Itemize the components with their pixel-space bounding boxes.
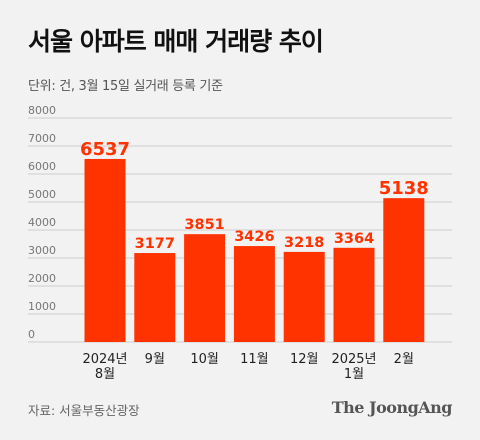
y-axis-tick-labels: 0 1000 2000 3000 4000 5000 6000 7000 8000	[28, 104, 56, 341]
value-label: 3426	[234, 229, 274, 245]
bar	[134, 253, 176, 342]
y-tick-label: 0	[28, 328, 35, 341]
bar	[383, 198, 425, 342]
value-label: 3364	[334, 231, 374, 247]
bars	[84, 158, 425, 342]
x-tick-label: 2월	[394, 352, 414, 367]
value-label: 6537	[80, 139, 130, 160]
x-tick-label: 9월	[145, 352, 165, 367]
x-tick-label: 2025년	[331, 352, 376, 367]
chart-subtitle: 단위: 건, 3월 15일 실거래 등록 기준	[28, 79, 223, 94]
value-label: 3177	[135, 236, 175, 252]
bar	[333, 247, 375, 342]
chart-title: 서울 아파트 매매 거래량 추이	[28, 27, 324, 56]
y-tick-label: 6000	[28, 160, 56, 173]
y-tick-label: 7000	[28, 132, 56, 145]
x-tick-label: 1월	[344, 367, 364, 382]
value-label: 3851	[184, 217, 224, 233]
x-tick-label: 12월	[290, 352, 319, 367]
x-tick-label: 11월	[240, 352, 269, 367]
x-tick-label: 10월	[190, 352, 219, 367]
bar	[184, 234, 226, 342]
x-tick-label: 2024년	[82, 352, 127, 367]
bar	[233, 246, 275, 342]
value-label: 5138	[379, 178, 429, 199]
value-label: 3218	[284, 235, 324, 251]
x-tick-label: 8월	[95, 367, 115, 382]
y-tick-label: 1000	[28, 300, 56, 313]
y-tick-label: 8000	[28, 104, 56, 117]
y-tick-label: 5000	[28, 188, 56, 201]
value-labels: 6537 3177 3851 3426 3218 3364 5138	[80, 139, 429, 252]
brand-logo: The JoongAng	[331, 398, 453, 417]
bar	[84, 158, 126, 342]
y-tick-label: 2000	[28, 272, 56, 285]
y-tick-label: 3000	[28, 244, 56, 257]
bar	[283, 251, 325, 342]
y-tick-label: 4000	[28, 216, 56, 229]
source-note: 자료: 서울부동산광장	[28, 403, 140, 418]
